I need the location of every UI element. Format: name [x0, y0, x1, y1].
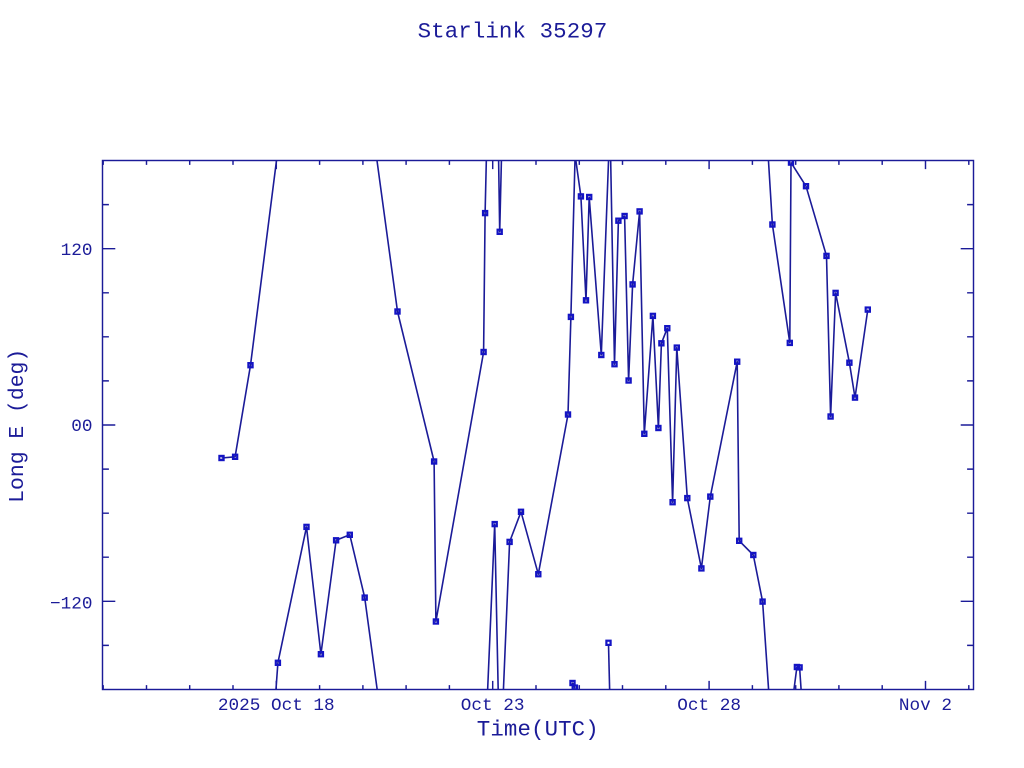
svg-text:−120: −120 — [50, 594, 92, 614]
svg-text:Time(UTC): Time(UTC) — [477, 717, 599, 743]
svg-text:2025 Oct 18: 2025 Oct 18 — [218, 696, 335, 716]
svg-text:120: 120 — [61, 241, 93, 261]
svg-text:00: 00 — [71, 417, 92, 437]
svg-text:Nov 2: Nov 2 — [899, 696, 952, 716]
svg-text:Oct 23: Oct 23 — [461, 696, 525, 716]
svg-text:Oct 28: Oct 28 — [677, 696, 741, 716]
svg-text:Starlink 35297: Starlink 35297 — [418, 19, 608, 45]
svg-text:Long E (deg): Long E (deg) — [6, 349, 30, 503]
